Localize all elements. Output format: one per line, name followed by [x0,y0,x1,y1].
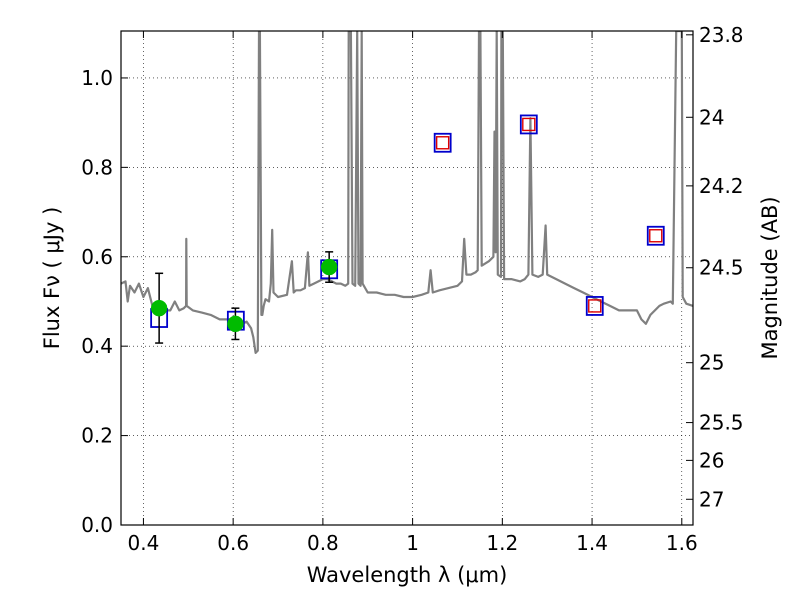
ticks-layer: 0.4 0.6 0.8 1 1.2 1.4 1.6 0.0 0.2 0.4 0.6 0.8 1.0 23.… [81,23,743,555]
x-tick-label: 1 [406,531,419,555]
magnitude-axis-label: Magnitude (AB) [758,196,782,359]
model-band-square [646,225,665,246]
x-tick-label: 0.8 [307,531,339,555]
model-band-square [519,114,538,135]
observed-point [227,315,244,333]
y-axis-label: Flux Fν ( μJy ) [40,207,64,350]
mag-tick-label: 24 [699,105,724,129]
observed-point [150,299,168,317]
markers-layer [150,114,665,344]
upper-limit-square [588,299,602,313]
y-tick-label: 0.6 [81,245,113,269]
mag-tick-label: 26 [699,448,724,472]
spectrum-line [121,31,693,354]
x-tick-label: 1.6 [666,531,698,555]
mag-tick-label: 27 [699,487,724,511]
upper-limit-square [435,136,450,150]
plot-frame [120,30,694,526]
x-tick-label: 1.2 [486,531,518,555]
upper-limit-square [522,117,536,132]
y-tick-label: 1.0 [81,66,113,90]
mag-tick-label: 25 [699,351,724,375]
mag-tick-label: 24.5 [699,256,744,280]
y-tick-label: 0.8 [81,155,113,179]
y-tick-label: 0.4 [81,334,113,358]
model-band-square [585,296,604,316]
x-tick-label: 0.4 [128,531,160,555]
upper-limit-square [649,229,663,243]
plot-area [121,31,693,525]
mag-tick-label: 23.8 [699,23,744,47]
model-band-square [433,132,452,153]
y-tick-label: 0.0 [81,513,113,537]
y-tick-label: 0.2 [81,424,113,448]
mag-tick-label: 24.2 [699,174,744,198]
x-tick-label: 0.6 [217,531,249,555]
mag-tick-label: 25.5 [699,411,744,435]
x-axis-label: Wavelength λ (μm) [307,563,508,587]
spectrum-layer [121,31,693,354]
observed-point [320,258,338,276]
x-tick-label: 1.4 [576,531,608,555]
